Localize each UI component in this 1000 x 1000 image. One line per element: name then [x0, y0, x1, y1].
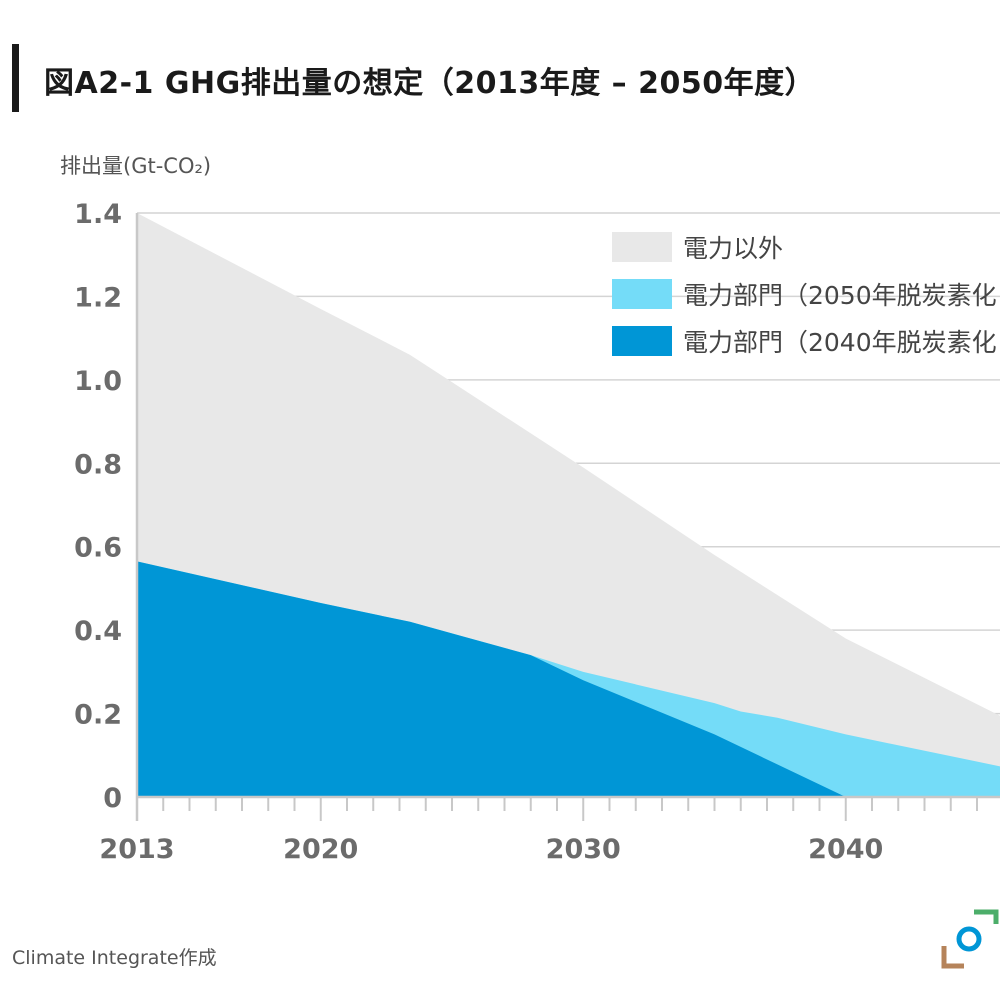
y-tick-label: 1.0: [74, 366, 122, 397]
legend-swatch: [612, 279, 672, 309]
y-axis-label: 排出量(Gt-CO₂): [60, 154, 212, 178]
y-tick-label: 0: [103, 783, 122, 814]
brand-logo: [938, 908, 1000, 970]
y-tick-label: 0.6: [74, 533, 122, 564]
y-tick-label: 1.4: [74, 199, 122, 230]
axes: 0 0.2 0.4 0.6 0.8 1.0 1.2 1.4 2013 2020 2030 2040: [74, 199, 1000, 865]
y-tick-label: 0.2: [74, 700, 122, 731]
legend-swatch: [612, 232, 672, 262]
legend-label: 電力以外: [683, 234, 783, 263]
x-tick-label: 2040: [808, 834, 883, 865]
legend-label: 電力部門（2050年脱炭素化: [683, 281, 997, 310]
series-areas: [137, 213, 1000, 797]
legend-swatch: [612, 326, 672, 356]
source-note: Climate Integrate作成: [12, 947, 217, 969]
y-tick-label: 0.4: [74, 616, 122, 647]
chart-title: 図A2-1 GHG排出量の想定（2013年度 – 2050年度）: [44, 66, 816, 101]
x-tick-label: 2013: [99, 834, 174, 865]
x-tick-label: 2030: [546, 834, 621, 865]
y-tick-label: 0.8: [74, 449, 122, 480]
y-tick-label: 1.2: [74, 282, 122, 313]
x-tick-label: 2020: [283, 834, 358, 865]
title-accent-bar: [12, 44, 19, 112]
series-area: [137, 561, 846, 797]
legend-label: 電力部門（2040年脱炭素化: [683, 328, 997, 357]
